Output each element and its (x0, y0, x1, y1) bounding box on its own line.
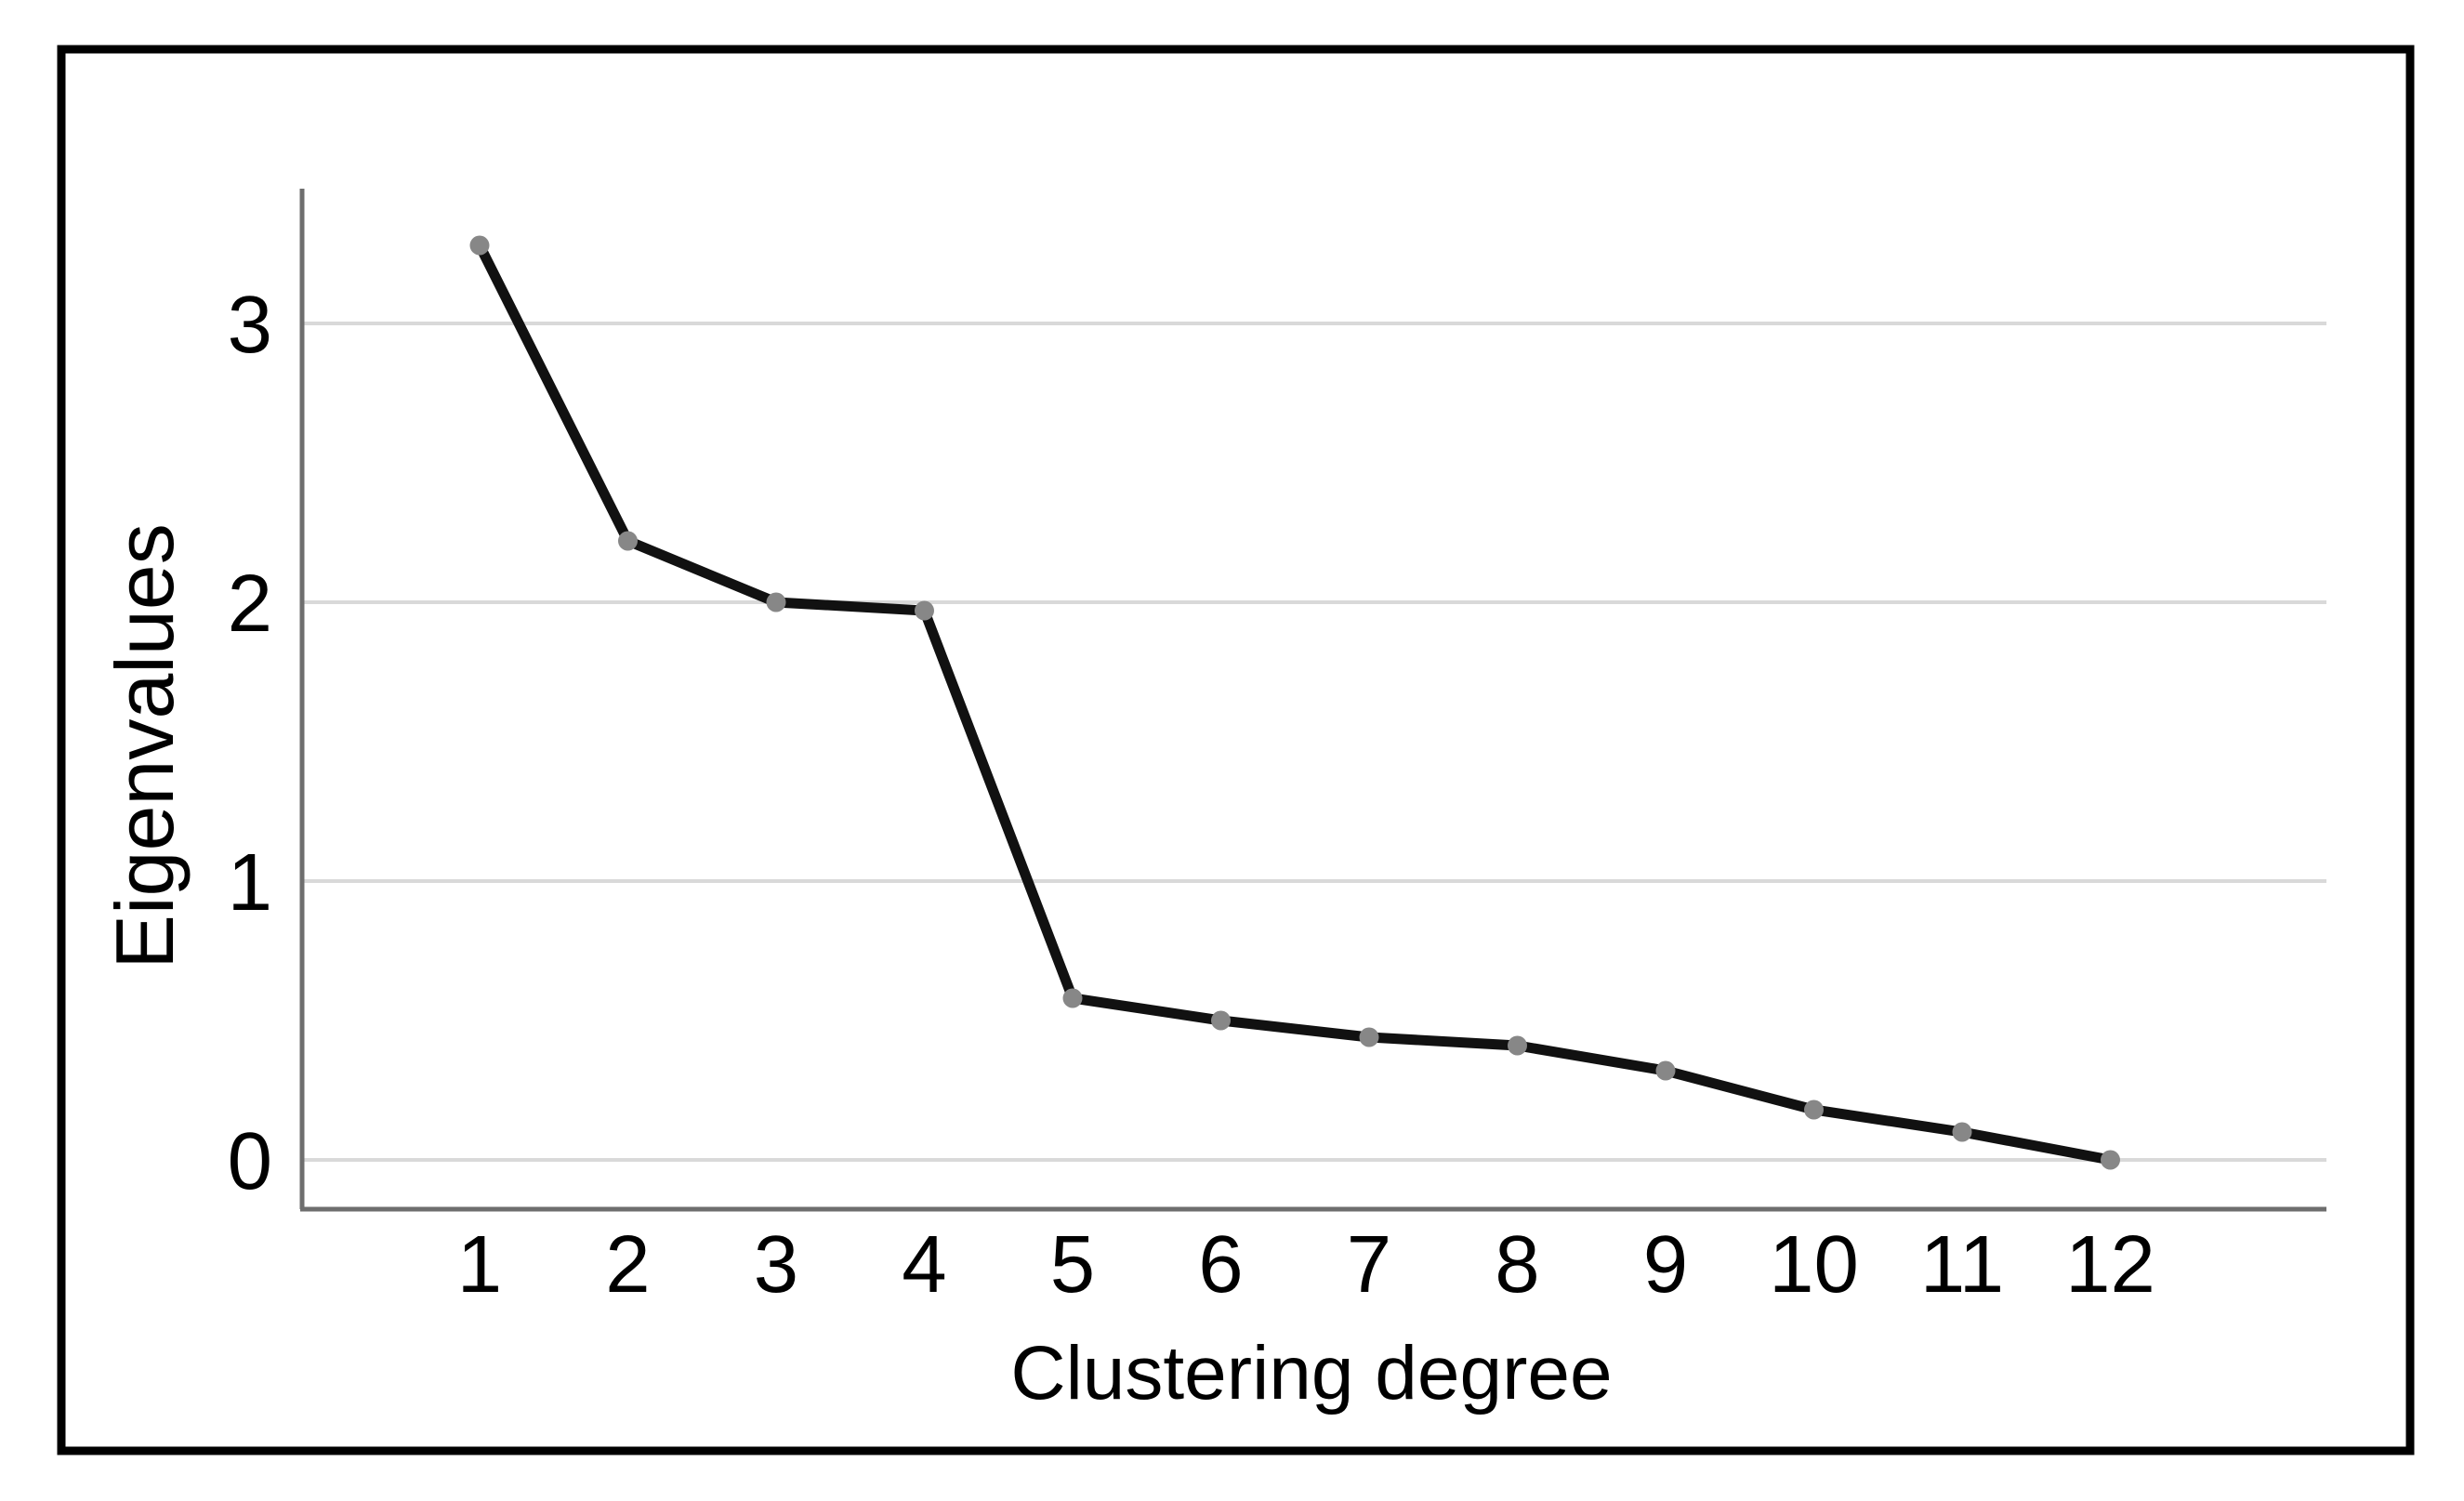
y-tick-label-2: 2 (228, 559, 272, 649)
data-point-8 (1508, 1035, 1527, 1056)
data-point-4 (915, 600, 934, 621)
x-tick-label-7: 7 (1347, 1219, 1391, 1310)
y-axis-title: Eigenvalues (99, 523, 191, 968)
data-point-10 (1804, 1099, 1824, 1120)
x-tick-label-9: 9 (1643, 1219, 1688, 1310)
x-axis-title: Clustering degree (1010, 1331, 1612, 1415)
x-tick-label-10: 10 (1769, 1219, 1859, 1310)
data-line (474, 240, 2115, 1165)
x-tick-label-5: 5 (1050, 1219, 1095, 1310)
y-tick-label-0: 0 (228, 1116, 272, 1206)
figure-border (57, 45, 2415, 1455)
y-tick-label-3: 3 (228, 280, 272, 370)
y-tick-label-1: 1 (228, 837, 272, 928)
data-point-12 (2101, 1150, 2120, 1170)
data-point-1 (469, 235, 490, 256)
data-point-5 (1062, 988, 1083, 1008)
data-point-6 (1211, 1010, 1231, 1031)
x-tick-label-3: 3 (754, 1219, 798, 1310)
data-point-3 (766, 592, 786, 612)
data-point-9 (1655, 1060, 1676, 1081)
data-point-11 (1952, 1122, 1972, 1142)
x-tick-label-1: 1 (457, 1219, 502, 1310)
x-tick-label-6: 6 (1198, 1219, 1243, 1310)
x-tick-label-4: 4 (902, 1219, 946, 1310)
data-point-2 (618, 531, 638, 551)
x-tick-label-2: 2 (605, 1219, 650, 1310)
x-tick-label-12: 12 (2065, 1219, 2155, 1310)
x-tick-label-8: 8 (1495, 1219, 1539, 1310)
data-point-7 (1359, 1027, 1379, 1047)
x-tick-label-11: 11 (1920, 1219, 2004, 1310)
